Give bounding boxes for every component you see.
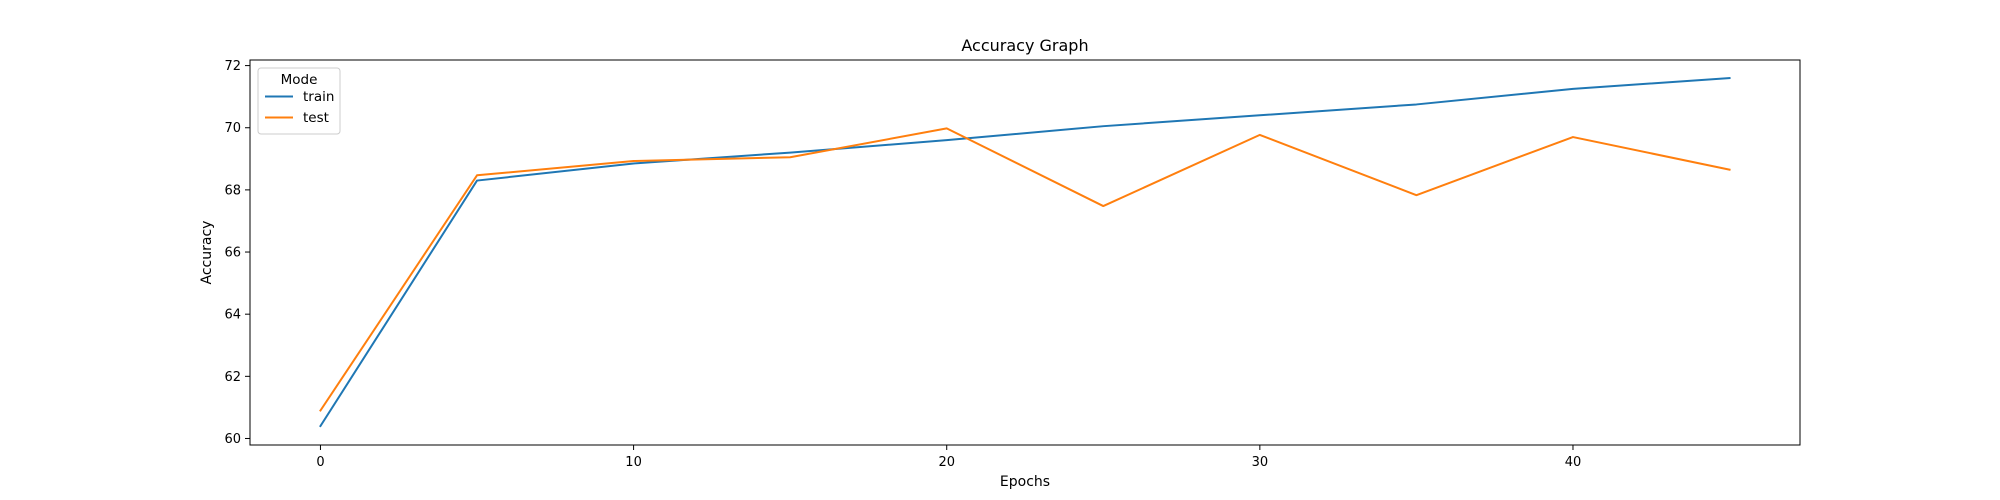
x-tick-label: 30: [1252, 455, 1269, 470]
series-line-train: [319, 76, 1731, 428]
y-tick-label: 60: [224, 432, 241, 447]
y-tick-label: 64: [224, 308, 241, 323]
plot-frame: [249, 59, 1801, 446]
legend-label-train: train: [303, 89, 334, 105]
x-tick-label: 20: [938, 455, 955, 470]
y-tick-label: 68: [224, 183, 241, 198]
x-tick-label: 40: [1565, 455, 1582, 470]
legend: Mode train test: [257, 67, 341, 135]
x-tick-label: 10: [625, 455, 642, 470]
legend-items: train test: [265, 89, 334, 126]
x-tick-label: 0: [316, 455, 324, 470]
x-axis-label: Epochs: [1000, 474, 1050, 490]
y-tick-label: 66: [224, 246, 241, 261]
chart-title: Accuracy Graph: [961, 36, 1088, 55]
legend-title: Mode: [281, 72, 318, 88]
plot-background: [250, 60, 1800, 445]
tick-layer: 0 10 20 30 40 60 62 64 66 68 70 72: [224, 59, 1581, 470]
y-tick-label: 70: [224, 121, 241, 136]
legend-label-test: test: [303, 110, 329, 126]
y-tick-label: 62: [224, 370, 241, 385]
series-layer: [319, 76, 1731, 428]
series-line-test: [319, 127, 1731, 412]
y-tick-label: 72: [224, 59, 241, 74]
y-axis-label: Accuracy: [199, 221, 215, 285]
